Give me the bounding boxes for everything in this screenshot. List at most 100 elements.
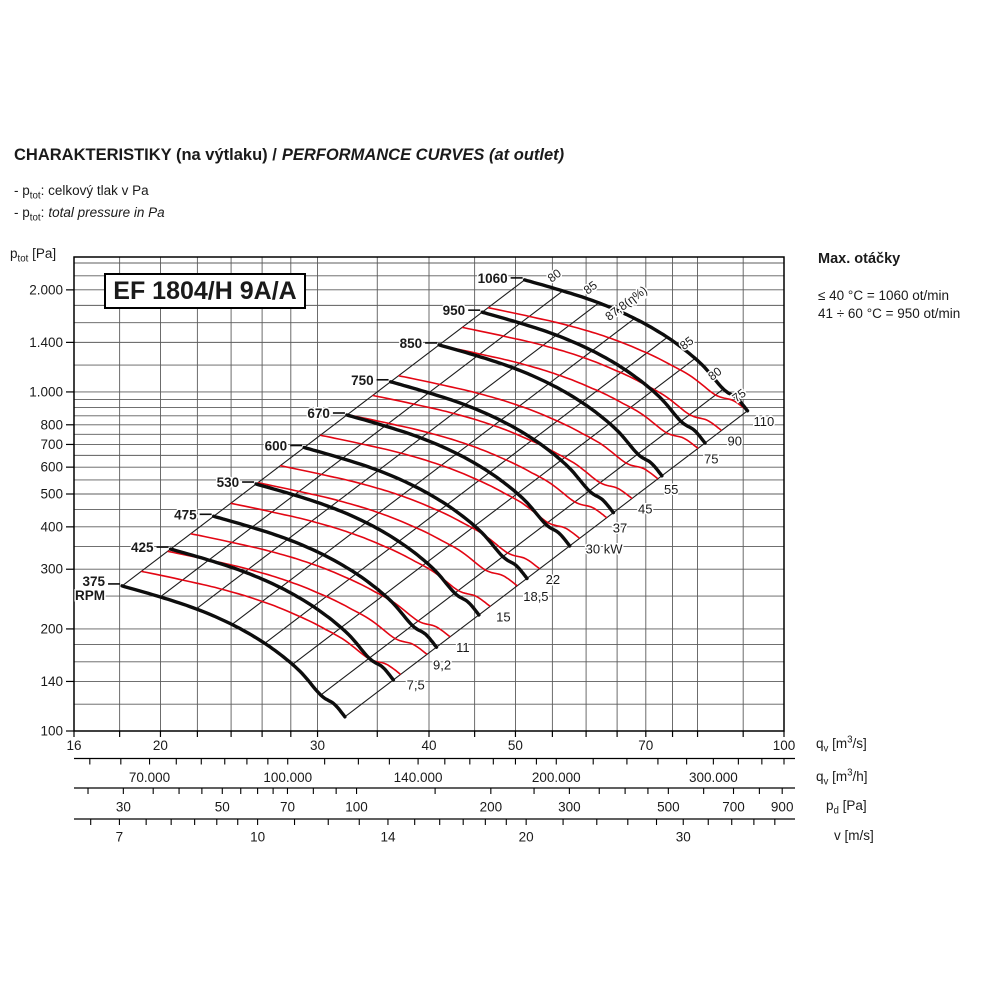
power-curve-15 (230, 502, 491, 608)
rpm-label-750: 750 (351, 373, 374, 388)
efficiency-label-85: 85 (677, 333, 696, 352)
scale-label-outlet_velocity-10: 10 (250, 830, 265, 845)
scale-label-dynamic_pressure-300: 300 (558, 800, 581, 815)
y-tick-label-100: 100 (40, 724, 63, 739)
rpm-curve-600 (302, 445, 529, 581)
x-tick-label-20: 20 (153, 738, 168, 753)
x-axis-unit-velocity: v [m/s] (834, 828, 874, 843)
scale-label-outlet_velocity-14: 14 (380, 830, 396, 845)
x-tick-label-30: 30 (310, 738, 325, 753)
title-english: PERFORMANCE CURVES (at outlet) (281, 146, 565, 164)
rpm-label-950: 950 (443, 303, 466, 318)
x-tick-label-50: 50 (508, 738, 523, 753)
y-tick-label-200: 200 (40, 621, 63, 636)
rpm-curve-750 (388, 380, 616, 515)
y-tick-label-300: 300 (40, 562, 63, 577)
power-label-45: 45 (638, 502, 652, 517)
power-curve-30_kW (320, 434, 581, 539)
rpm-curve-670 (345, 413, 572, 548)
max-speed-line2: 41 ÷ 60 °C = 950 ot/min (818, 306, 961, 321)
power-curve-110 (487, 306, 748, 412)
legend-line-czech: - ptot: celkový tlak v Pa (14, 183, 149, 202)
scale-outlet_velocity: 7 10 14 20 30 (74, 818, 795, 845)
rpm-curve-425 (168, 547, 396, 682)
scale-label-dynamic_pressure-100: 100 (345, 800, 368, 815)
axes: 16 20 30 40 50 70 100 100 140 200 300 400 500 600 700 8… (29, 282, 795, 753)
efficiency-line-80 (320, 388, 724, 696)
power-label-9_2: 9,2 (433, 657, 451, 672)
x-tick-label-100: 100 (773, 738, 796, 753)
y-tick-label-1400: 1.400 (29, 335, 63, 350)
power-curve-55 (398, 374, 659, 480)
scale-label-flow_m3h-100000: 100.000 (263, 770, 312, 785)
efficiency-line-75 (344, 410, 748, 718)
rpm-curve-530 (254, 482, 481, 617)
scale-label-flow_m3h-200000: 200.000 (532, 770, 581, 785)
rpm-label-475: 475 (174, 507, 197, 522)
scale-label-dynamic_pressure-900: 900 (771, 800, 794, 815)
scale-label-dynamic_pressure-70: 70 (280, 800, 295, 815)
power-label-75: 75 (704, 451, 718, 466)
scale-dynamic_pressure: 30 50 70 100 200 300 500 700 900 (74, 787, 795, 815)
rpm-curves (120, 278, 750, 719)
scale-label-flow_m3h-140000: 140.000 (394, 770, 443, 785)
power-curve-45 (372, 394, 633, 500)
y-axis-unit-label: ptot [Pa] (10, 246, 57, 265)
legend-line-english: - ptot: total pressure in Pa (14, 205, 165, 224)
power-curve-22 (280, 464, 541, 570)
power-label-30_kW: 30 kW (586, 541, 624, 556)
x-axis-unit-flow-m3s: qv [m3/s] (816, 734, 867, 755)
y-tick-label-500: 500 (40, 487, 63, 502)
y-tick-label-400: 400 (40, 519, 63, 534)
y-tick-label-700: 700 (40, 437, 63, 452)
power-curve-18_5 (257, 481, 518, 587)
power-label-110: 110 (753, 414, 774, 429)
scale-label-flow_m3h-70000: 70.000 (129, 770, 170, 785)
rpm-label-425: 425 (131, 540, 154, 555)
efficiency-label-87_8_η__: 87,8(η%) (603, 283, 650, 323)
power-label-7_5: 7,5 (407, 677, 425, 692)
power-curve-90 (462, 326, 723, 432)
power-label-11: 11 (456, 640, 470, 655)
rpm-curve-950 (480, 310, 707, 445)
scale-label-outlet_velocity-7: 7 (116, 830, 124, 845)
x-tick-label-40: 40 (421, 738, 436, 753)
rpm-label-850: 850 (400, 336, 423, 351)
power-label-22: 22 (546, 572, 560, 587)
efficiency-lines (121, 279, 748, 718)
efficiency-line-85 (195, 302, 600, 610)
efficiency-line-boundary-4 (264, 336, 668, 644)
efficiency-label-80: 80 (705, 364, 724, 383)
rpm-label-1060: 1060 (478, 271, 508, 286)
y-tick-label-2000: 2.000 (29, 282, 63, 297)
efficiency-label-85: 85 (581, 278, 600, 297)
scale-label-outlet_velocity-30: 30 (676, 830, 691, 845)
rpm-label-530: 530 (217, 475, 240, 490)
model-label: EF 1804/H 9A/A (104, 273, 306, 309)
y-tick-label-800: 800 (40, 417, 63, 432)
scale-label-dynamic_pressure-30: 30 (116, 800, 131, 815)
max-speed-note: Max. otáčky ≤ 40 °C = 1060 ot/min 41 ÷ 6… (818, 250, 960, 323)
efficiency-label-75: 75 (730, 386, 749, 405)
scale-label-outlet_velocity-20: 20 (519, 830, 534, 845)
rpm-unit-label: RPM (75, 588, 105, 603)
rpm-label-670: 670 (307, 406, 330, 421)
efficiency-line-87,8(η%) (231, 318, 635, 625)
rpm-curve-1060 (522, 278, 750, 413)
power-label-15: 15 (496, 609, 510, 624)
power-curve-75 (438, 344, 699, 449)
power-curve-9_2 (167, 550, 428, 655)
x-tick-label-16: 16 (66, 738, 81, 753)
title-czech: CHARAKTERISTIKY (na výtlaku) / (14, 146, 277, 164)
x-tick-label-70: 70 (638, 738, 653, 753)
power-label-90: 90 (728, 433, 742, 448)
rpm-curve-475 (211, 514, 439, 649)
power-curve-7_5 (141, 570, 402, 676)
efficiency-line-boundary-0 (121, 279, 525, 587)
x-axis-unit-flow-m3h: qv [m3/h] (816, 767, 868, 788)
scale-label-dynamic_pressure-700: 700 (722, 800, 745, 815)
scale-label-dynamic_pressure-50: 50 (215, 800, 230, 815)
